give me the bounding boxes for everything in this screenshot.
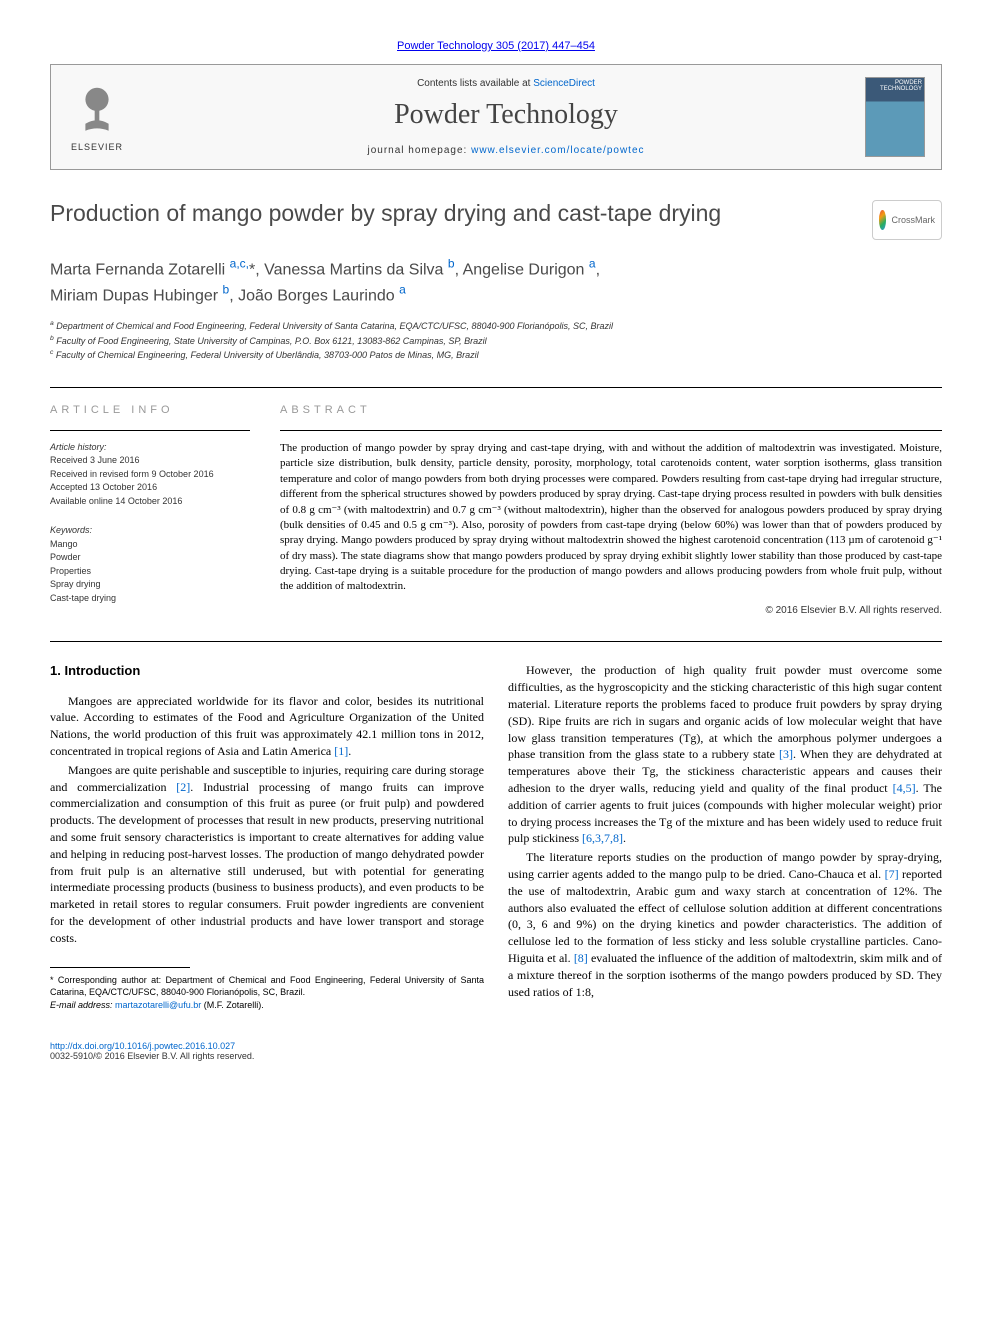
elsevier-label: ELSEVIER — [71, 142, 123, 152]
body-col-left: 1. Introduction Mangoes are appreciated … — [50, 662, 484, 1011]
divider — [50, 641, 942, 642]
elsevier-logo: ELSEVIER — [67, 82, 127, 152]
corresponding-author: * Corresponding author at: Department of… — [50, 974, 484, 999]
doi-link[interactable]: http://dx.doi.org/10.1016/j.powtec.2016.… — [50, 1041, 235, 1051]
abstract-header: abstract — [280, 404, 942, 416]
journal-cover-thumbnail: POWDER TECHNOLOGY — [865, 77, 925, 157]
journal-homepage: journal homepage: www.elsevier.com/locat… — [147, 145, 865, 156]
ref-link[interactable]: [6,3,7,8] — [582, 831, 623, 845]
issn-copyright: 0032-5910/© 2016 Elsevier B.V. All right… — [50, 1051, 942, 1061]
keyword: Spray drying — [50, 578, 250, 592]
body-text: 1. Introduction Mangoes are appreciated … — [50, 662, 942, 1011]
body-col-right: However, the production of high quality … — [508, 662, 942, 1011]
authors-list: Marta Fernanda Zotarelli a,c,*, Vanessa … — [50, 256, 942, 307]
footnote-divider — [50, 967, 190, 968]
crossmark-icon — [879, 210, 886, 230]
ref-link[interactable]: [7] — [885, 867, 899, 881]
journal-citation[interactable]: Powder Technology 305 (2017) 447–454 — [50, 40, 942, 52]
journal-header: ELSEVIER Contents lists available at Sci… — [50, 64, 942, 170]
revised-date: Received in revised form 9 October 2016 — [50, 468, 250, 482]
ref-link[interactable]: [4,5] — [893, 781, 916, 795]
elsevier-tree-icon — [68, 82, 126, 140]
contents-line: Contents lists available at ScienceDirec… — [147, 78, 865, 89]
page-footer: http://dx.doi.org/10.1016/j.powtec.2016.… — [50, 1041, 942, 1061]
keyword: Properties — [50, 565, 250, 579]
affiliations: a Department of Chemical and Food Engine… — [50, 319, 942, 363]
keywords-label: Keywords: — [50, 524, 250, 538]
article-info-sidebar: article info Article history: Received 3… — [50, 404, 250, 622]
ref-link[interactable]: [2] — [176, 780, 190, 794]
abstract-column: abstract The production of mango powder … — [280, 404, 942, 622]
ref-link[interactable]: [1] — [334, 744, 348, 758]
article-info-header: article info — [50, 404, 250, 416]
homepage-link[interactable]: www.elsevier.com/locate/powtec — [471, 145, 644, 156]
divider — [50, 387, 942, 388]
abstract-copyright: © 2016 Elsevier B.V. All rights reserved… — [280, 605, 942, 616]
crossmark-badge[interactable]: CrossMark — [872, 200, 942, 240]
abstract-text: The production of mango powder by spray … — [280, 441, 942, 595]
ref-link[interactable]: [8] — [574, 951, 588, 965]
keyword: Mango — [50, 538, 250, 552]
email-link[interactable]: martazotarelli@ufu.br — [115, 1000, 201, 1010]
journal-title: Powder Technology — [147, 99, 865, 131]
online-date: Available online 14 October 2016 — [50, 495, 250, 509]
keyword: Powder — [50, 551, 250, 565]
sciencedirect-link[interactable]: ScienceDirect — [533, 78, 595, 89]
accepted-date: Accepted 13 October 2016 — [50, 481, 250, 495]
ref-link[interactable]: [3] — [779, 747, 793, 761]
history-label: Article history: — [50, 441, 250, 455]
received-date: Received 3 June 2016 — [50, 454, 250, 468]
article-title: Production of mango powder by spray dryi… — [50, 200, 872, 227]
section-title: 1. Introduction — [50, 662, 484, 680]
footnotes: * Corresponding author at: Department of… — [50, 974, 484, 1012]
keyword: Cast-tape drying — [50, 592, 250, 606]
